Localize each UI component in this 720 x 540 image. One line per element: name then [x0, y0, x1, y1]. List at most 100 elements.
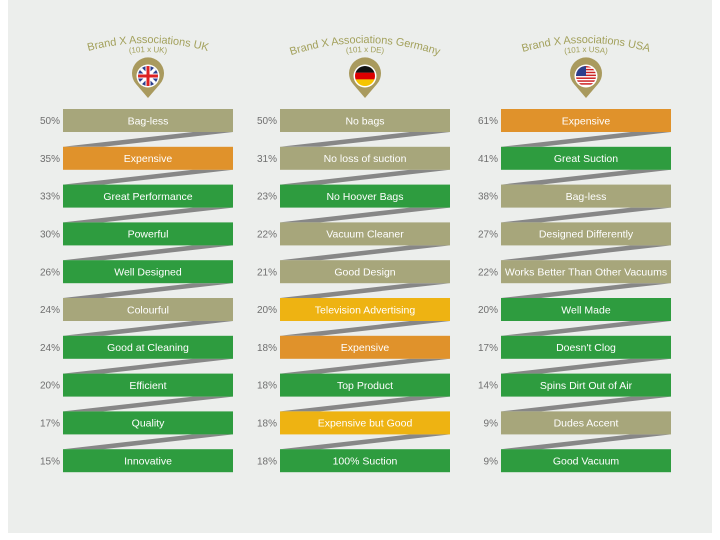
association-percent: 35%	[40, 154, 60, 165]
association-label: Spins Dirt Out of Air	[540, 380, 633, 392]
association-percent: 9%	[484, 419, 499, 430]
ribbon-fold	[280, 207, 450, 223]
ribbon-fold	[501, 245, 671, 261]
association-percent: 20%	[478, 305, 498, 316]
association-bar	[280, 184, 450, 208]
ribbon-fold	[501, 283, 671, 298]
association-label: Doesn't Clog	[556, 342, 616, 354]
flag-stripe	[576, 77, 596, 79]
association-bar	[63, 109, 233, 132]
association-label: Colourful	[127, 304, 169, 316]
ribbon-fold	[280, 396, 450, 412]
association-bar	[280, 109, 450, 132]
ribbon-fold	[63, 132, 233, 147]
ribbon-fold	[280, 132, 450, 147]
flag	[576, 66, 596, 85]
association-bar	[280, 449, 450, 473]
association-percent: 20%	[257, 305, 277, 316]
association-label: No Hoover Bags	[326, 191, 403, 203]
association-bar	[280, 411, 450, 435]
ribbon-fold	[280, 169, 450, 185]
association-bar	[501, 411, 671, 435]
association-label: Quality	[132, 418, 165, 430]
ribbon-fold	[280, 321, 450, 336]
association-bar	[501, 184, 671, 208]
ribbon-fold	[63, 396, 233, 412]
column-subtitle-text: (101 x DE)	[345, 45, 385, 55]
association-bar	[501, 222, 671, 246]
association-bar	[280, 335, 450, 359]
association-percent: 15%	[40, 456, 60, 467]
flag-stripe	[576, 80, 596, 82]
association-bar	[501, 335, 671, 359]
association-bar	[501, 109, 671, 132]
ribbon-fold	[63, 358, 233, 374]
association-label: Dudes Accent	[554, 418, 619, 430]
ribbon-fold	[280, 434, 450, 450]
association-percent: 31%	[257, 154, 277, 165]
association-percent: 22%	[257, 230, 277, 241]
association-label: Works Better Than Other Vacuums	[505, 266, 667, 278]
association-percent: 26%	[40, 267, 60, 278]
association-label: Expensive	[341, 342, 390, 354]
ribbon-fold	[501, 207, 671, 223]
association-bar	[501, 373, 671, 397]
ribbon-fold	[501, 434, 671, 450]
association-bar	[63, 184, 233, 208]
association-percent: 20%	[40, 381, 60, 392]
association-label: Vacuum Cleaner	[326, 229, 404, 241]
association-percent: 27%	[478, 230, 498, 241]
ribbon-fold	[63, 321, 233, 336]
flag-stripe	[576, 83, 596, 85]
association-percent: 38%	[478, 192, 498, 203]
ribbon-fold	[280, 283, 450, 298]
association-percent: 22%	[478, 267, 498, 278]
association-label: Good Design	[334, 266, 395, 278]
association-bar	[63, 373, 233, 397]
flag	[138, 66, 158, 86]
association-percent: 17%	[478, 343, 498, 354]
association-label: Great Performance	[103, 191, 192, 203]
flag-cross	[138, 66, 158, 86]
ribbon-fold	[63, 169, 233, 185]
flag-canton	[576, 66, 586, 76]
association-percent: 18%	[257, 343, 277, 354]
association-label: Expensive	[124, 153, 173, 165]
association-label: Powerful	[128, 229, 169, 241]
association-bar	[280, 260, 450, 284]
association-bar	[63, 298, 233, 321]
association-label: Great Suction	[554, 153, 618, 165]
flag-stripe	[355, 79, 375, 86]
column-subtitle: (101 x USA)	[563, 45, 608, 56]
association-label: No bags	[345, 115, 384, 127]
flag-stripe	[355, 72, 375, 80]
association-label: Bag-less	[566, 191, 607, 203]
association-percent: 18%	[257, 381, 277, 392]
column-subtitle-text: (101 x UK)	[128, 45, 168, 55]
association-percent: 33%	[40, 192, 60, 203]
ribbon-fold	[501, 169, 671, 185]
association-label: Innovative	[124, 455, 172, 467]
association-percent: 23%	[257, 192, 277, 203]
association-bar	[501, 260, 671, 284]
association-label: Well Designed	[114, 266, 182, 278]
association-percent: 50%	[257, 116, 277, 127]
association-bar	[280, 298, 450, 321]
association-label: Good at Cleaning	[107, 342, 189, 354]
association-percent: 41%	[478, 154, 498, 165]
ribbon-fold	[501, 396, 671, 412]
ribbon-fold	[63, 434, 233, 450]
association-bar	[63, 222, 233, 246]
association-label: Top Product	[337, 380, 393, 392]
association-label: Bag-less	[128, 115, 169, 127]
association-label: Efficient	[129, 380, 166, 392]
flag-stripe	[355, 66, 375, 73]
association-percent: 30%	[40, 230, 60, 241]
association-bar	[501, 449, 671, 473]
association-percent: 17%	[40, 419, 60, 430]
association-percent: 18%	[257, 456, 277, 467]
association-bar	[501, 298, 671, 321]
association-label: Good Vacuum	[553, 455, 620, 467]
column-subtitle: (101 x UK)	[128, 45, 168, 55]
